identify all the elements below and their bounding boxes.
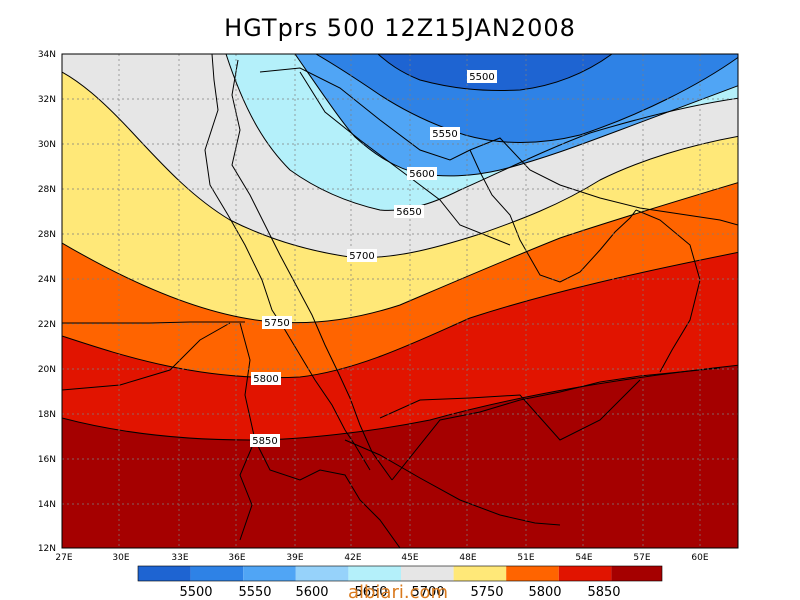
lat-label: 18N — [38, 410, 56, 420]
colorbar-swatch — [190, 566, 244, 581]
map-title: HGTprs 500 12Z15JAN2008 — [224, 14, 576, 42]
lon-label: 30E — [112, 553, 129, 563]
lon-label: 51E — [517, 553, 534, 563]
lon-label: 54E — [575, 553, 592, 563]
lon-label: 60E — [691, 553, 708, 563]
colorbar-label: 5550 — [238, 585, 271, 600]
svg-text:5600: 5600 — [409, 169, 434, 180]
lon-label: 48E — [459, 553, 476, 563]
lon-label: 42E — [344, 553, 361, 563]
ethiopia-border — [254, 439, 401, 548]
colorbar-label: 5650 — [354, 585, 387, 600]
contour-label-5550: 5550 — [430, 127, 460, 140]
arabia-border-3 — [379, 379, 641, 441]
contour-line-5550 — [315, 54, 738, 143]
arabia-border-1 — [259, 67, 471, 161]
iran-coast — [469, 137, 738, 226]
colorbar-swatch — [295, 566, 349, 581]
contour-label-5750: 5750 — [262, 316, 292, 329]
contour-label-5850: 5850 — [250, 434, 280, 447]
watermark: albiari.com — [348, 582, 448, 600]
colorbar-swatch — [558, 566, 612, 581]
contour-label-5600: 5600 — [407, 167, 437, 180]
lon-label: 36E — [228, 553, 245, 563]
height-bands — [62, 54, 738, 548]
persian-gulf-coast — [469, 149, 637, 283]
gulf-of-aden-north-coast — [391, 367, 721, 481]
lat-label: 28N — [38, 185, 56, 195]
colorbar-swatch — [506, 566, 559, 581]
colorbar-label: 5500 — [179, 585, 212, 600]
colorbar-swatch — [401, 566, 454, 581]
lat-label: 20N — [38, 365, 56, 375]
lat-label: 28N — [38, 230, 56, 240]
lon-label: 45E — [401, 553, 418, 563]
svg-text:5550: 5550 — [432, 129, 457, 140]
longitude-labels: 27E 30E 33E 36E 39E 42E 45E 48E 51E 54E … — [55, 553, 708, 563]
contour-line-5600 — [294, 54, 738, 177]
colorbar-label: 5800 — [528, 585, 561, 600]
contour-line-5500 — [377, 54, 613, 92]
contour-label-5650: 5650 — [394, 205, 424, 218]
colorbar-label: 5750 — [470, 585, 503, 600]
colorbar-swatch — [611, 566, 662, 581]
svg-text:5800: 5800 — [253, 374, 278, 385]
colorbar-swatch — [348, 566, 401, 581]
svg-text:5700: 5700 — [349, 251, 374, 262]
lat-label: 12N — [38, 544, 56, 554]
arabia-border-2 — [299, 71, 511, 246]
contour-line-5650 — [225, 54, 738, 211]
lon-label: 27E — [55, 553, 72, 563]
svg-text:5850: 5850 — [252, 436, 277, 447]
latitude-labels: 34N 32N 30N 28N 28N 24N 22N 20N 18N 16N … — [38, 50, 56, 554]
svg-text:5750: 5750 — [264, 318, 289, 329]
colorbar-swatch — [453, 566, 507, 581]
horn-of-africa-coast — [344, 439, 561, 526]
misc-border — [62, 322, 231, 391]
lat-lon-grid — [62, 54, 738, 548]
colorbar-swatch — [138, 566, 191, 581]
lat-label: 14N — [38, 500, 56, 510]
lat-label: 24N — [38, 275, 56, 285]
svg-text:5650: 5650 — [396, 207, 421, 218]
svg-text:5500: 5500 — [469, 72, 494, 83]
colorbar-label: 5700 — [411, 585, 444, 600]
contour-label-5800: 5800 — [251, 372, 281, 385]
colorbar-swatch — [243, 566, 296, 581]
colorbar-label: 5600 — [295, 585, 328, 600]
contour-label-5700: 5700 — [347, 249, 377, 262]
red-sea-east-coast — [231, 59, 393, 481]
lat-label: 32N — [38, 95, 56, 105]
lon-label: 33E — [171, 553, 188, 563]
contour-labels: 5500 5550 5600 5650 5700 5750 5800 5850 — [250, 70, 497, 447]
lon-label: 57E — [633, 553, 650, 563]
lat-label: 34N — [38, 50, 56, 60]
plot-frame — [61, 53, 739, 549]
lat-label: 16N — [38, 455, 56, 465]
lon-label: 39E — [286, 553, 303, 563]
egypt-sudan-border — [62, 321, 245, 324]
lat-label: 30N — [38, 140, 56, 150]
colorbar: 5500 5550 5600 5650 5700 5750 5800 5850 — [137, 565, 663, 600]
contour-line-5800 — [62, 251, 738, 379]
contour-label-5500: 5500 — [467, 70, 497, 83]
red-sea-west-coast — [204, 54, 371, 471]
colorbar-label: 5850 — [587, 585, 620, 600]
lat-label: 22N — [38, 320, 56, 330]
contour-line-5750 — [62, 182, 738, 324]
